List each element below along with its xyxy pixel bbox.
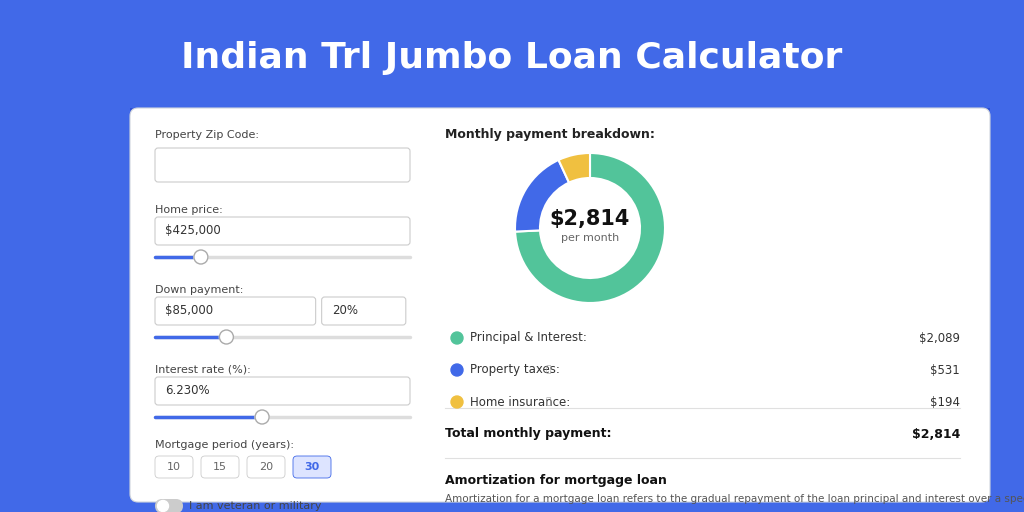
Circle shape xyxy=(451,396,463,408)
Text: Total monthly payment:: Total monthly payment: xyxy=(445,428,611,440)
FancyBboxPatch shape xyxy=(155,456,193,478)
Circle shape xyxy=(219,330,233,344)
Circle shape xyxy=(194,250,208,264)
Text: ⓘ: ⓘ xyxy=(545,397,550,407)
FancyBboxPatch shape xyxy=(130,108,990,502)
FancyBboxPatch shape xyxy=(155,499,183,512)
Text: 20%: 20% xyxy=(332,305,357,317)
Text: $425,000: $425,000 xyxy=(165,224,221,238)
Wedge shape xyxy=(515,160,569,231)
Text: I am veteran or military: I am veteran or military xyxy=(189,501,322,511)
Text: Amortization for a mortgage loan refers to the gradual repayment of the loan pri: Amortization for a mortgage loan refers … xyxy=(445,494,1024,504)
Text: Amortization for mortgage loan: Amortization for mortgage loan xyxy=(445,474,667,487)
FancyBboxPatch shape xyxy=(155,377,410,405)
Text: 10: 10 xyxy=(167,462,181,472)
Circle shape xyxy=(451,364,463,376)
Text: $2,814: $2,814 xyxy=(550,209,630,229)
Text: $2,814: $2,814 xyxy=(911,428,961,440)
Text: Monthly payment breakdown:: Monthly payment breakdown: xyxy=(445,128,655,141)
Text: Indian Trl Jumbo Loan Calculator: Indian Trl Jumbo Loan Calculator xyxy=(181,41,843,75)
Text: Property Zip Code:: Property Zip Code: xyxy=(155,130,259,140)
Text: ⓘ: ⓘ xyxy=(545,366,550,374)
Text: 15: 15 xyxy=(213,462,227,472)
Text: Interest rate (%):: Interest rate (%): xyxy=(155,365,251,375)
FancyBboxPatch shape xyxy=(155,148,410,182)
Text: per month: per month xyxy=(561,233,620,243)
FancyBboxPatch shape xyxy=(201,456,239,478)
Text: Property taxes:: Property taxes: xyxy=(470,364,560,376)
Text: $531: $531 xyxy=(930,364,961,376)
FancyBboxPatch shape xyxy=(322,297,406,325)
Circle shape xyxy=(255,410,269,424)
Text: 6.230%: 6.230% xyxy=(165,385,210,397)
FancyBboxPatch shape xyxy=(155,297,315,325)
FancyBboxPatch shape xyxy=(293,456,331,478)
Text: Home price:: Home price: xyxy=(155,205,223,215)
Text: 20: 20 xyxy=(259,462,273,472)
Circle shape xyxy=(158,501,169,511)
Wedge shape xyxy=(515,153,665,303)
Text: Mortgage period (years):: Mortgage period (years): xyxy=(155,440,294,450)
Text: $2,089: $2,089 xyxy=(919,331,961,345)
Text: $85,000: $85,000 xyxy=(165,305,213,317)
Circle shape xyxy=(451,332,463,344)
Text: Down payment:: Down payment: xyxy=(155,285,244,295)
FancyBboxPatch shape xyxy=(155,217,410,245)
Wedge shape xyxy=(558,153,590,183)
FancyBboxPatch shape xyxy=(130,108,990,116)
Text: Principal & Interest:: Principal & Interest: xyxy=(470,331,587,345)
Text: 30: 30 xyxy=(304,462,319,472)
FancyBboxPatch shape xyxy=(247,456,285,478)
Text: Home insurance:: Home insurance: xyxy=(470,395,570,409)
Text: $194: $194 xyxy=(930,395,961,409)
